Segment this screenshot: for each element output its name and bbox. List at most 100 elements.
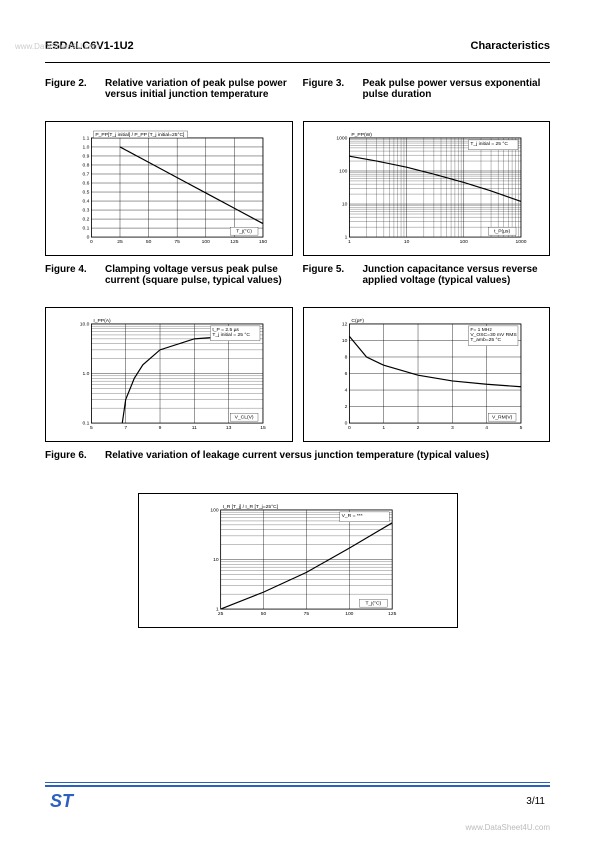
svg-text:100: 100 (210, 507, 218, 513)
svg-text:100: 100 (202, 239, 210, 245)
figure-4-num: Figure 4. (45, 264, 105, 302)
svg-text:10: 10 (213, 557, 219, 563)
svg-text:15: 15 (260, 425, 266, 431)
svg-text:2: 2 (344, 404, 347, 410)
figure-6-title: Relative variation of leakage current ve… (105, 450, 489, 488)
figure-3-title: Peak pulse power versus exponential puls… (363, 78, 551, 116)
svg-text:0: 0 (90, 239, 93, 245)
svg-text:0.8: 0.8 (83, 162, 90, 168)
svg-text:1: 1 (215, 607, 218, 613)
svg-text:1: 1 (344, 235, 347, 241)
svg-text:100: 100 (339, 168, 347, 174)
svg-text:T_j(°C): T_j(°C) (236, 229, 252, 235)
svg-text:12: 12 (341, 321, 347, 327)
svg-text:C(pF): C(pF) (351, 318, 364, 324)
svg-text:0.6: 0.6 (83, 180, 90, 186)
st-logo: ST (50, 791, 73, 812)
svg-text:V_R = ***: V_R = *** (341, 513, 362, 519)
figure-3-chart: 11010010001101001000P_PP(W)t_P(µs)T_j in… (303, 121, 551, 256)
svg-text:1: 1 (348, 239, 351, 245)
svg-text:13: 13 (226, 425, 232, 431)
svg-text:0.4: 0.4 (83, 199, 90, 205)
svg-text:1000: 1000 (515, 239, 526, 245)
svg-text:0.1: 0.1 (83, 226, 90, 232)
svg-text:0.7: 0.7 (83, 171, 90, 177)
figure-5-chart: 012345024681012C(pF)V_RM(V)F= 1 MHzV_OSC… (303, 307, 551, 442)
svg-text:1.1: 1.1 (83, 135, 90, 141)
figure-5-title: Junction capacitance versus reverse appl… (363, 264, 551, 302)
svg-text:10: 10 (341, 338, 347, 344)
figure-3-caption: Figure 3. Peak pulse power versus expone… (303, 78, 551, 116)
svg-text:1.0: 1.0 (83, 144, 90, 150)
svg-text:I_R [T_j] / I_R [T_j=25°C]: I_R [T_j] / I_R [T_j=25°C] (222, 504, 278, 510)
svg-text:0: 0 (87, 235, 90, 241)
svg-text:0.9: 0.9 (83, 153, 90, 159)
svg-text:125: 125 (230, 239, 238, 245)
svg-text:P_PP(W): P_PP(W) (351, 132, 372, 138)
figure-2-num: Figure 2. (45, 78, 105, 116)
figure-2: Figure 2. Relative variation of peak pul… (45, 78, 293, 256)
svg-text:100: 100 (345, 611, 353, 617)
svg-text:75: 75 (174, 239, 180, 245)
figure-6: 255075100125110100I_R [T_j] / I_R [T_j=2… (45, 493, 550, 628)
svg-text:75: 75 (303, 611, 309, 617)
svg-text:T_j(°C): T_j(°C) (365, 601, 381, 607)
figure-4-caption: Figure 4. Clamping voltage versus peak p… (45, 264, 293, 302)
svg-text:t_P(µs): t_P(µs) (494, 229, 510, 235)
figure-6-caption: Figure 6. Relative variation of leakage … (45, 450, 550, 488)
svg-text:0.3: 0.3 (83, 208, 90, 214)
svg-text:T_j initial = 25 °C: T_j initial = 25 °C (212, 332, 250, 338)
svg-text:0: 0 (348, 425, 351, 431)
svg-text:25: 25 (217, 611, 223, 617)
svg-text:4: 4 (485, 425, 488, 431)
svg-text:T_j initial = 25 °C: T_j initial = 25 °C (470, 141, 508, 147)
svg-text:9: 9 (159, 425, 162, 431)
figure-6-chart: 255075100125110100I_R [T_j] / I_R [T_j=2… (138, 493, 458, 628)
svg-text:5: 5 (90, 425, 93, 431)
svg-text:50: 50 (146, 239, 152, 245)
svg-text:6: 6 (344, 371, 347, 377)
svg-text:P_PP[T_j initial] / P_PP [T_j: P_PP[T_j initial] / P_PP [T_j initial=25… (95, 132, 185, 138)
figure-2-chart: 025507510012515000.10.20.30.40.50.60.70.… (45, 121, 293, 256)
figure-4: Figure 4. Clamping voltage versus peak p… (45, 264, 293, 442)
svg-text:5: 5 (519, 425, 522, 431)
figure-4-title: Clamping voltage versus peak pulse curre… (105, 264, 293, 302)
figure-5-num: Figure 5. (303, 264, 363, 302)
svg-text:0.5: 0.5 (83, 190, 90, 196)
page-header: ESDALC6V1-1U2 Characteristics (45, 40, 550, 52)
svg-text:T_amb=25 °C: T_amb=25 °C (470, 337, 501, 343)
figure-2-caption: Figure 2. Relative variation of peak pul… (45, 78, 293, 116)
header-right: Characteristics (471, 40, 551, 52)
footer-rule (45, 785, 550, 787)
figure-3-num: Figure 3. (303, 78, 363, 116)
svg-text:0.1: 0.1 (83, 421, 90, 427)
svg-text:10.0: 10.0 (80, 321, 90, 327)
svg-text:100: 100 (459, 239, 467, 245)
svg-text:I_PP(A): I_PP(A) (93, 318, 111, 324)
svg-text:4: 4 (344, 388, 347, 394)
svg-text:7: 7 (124, 425, 127, 431)
figure-5: Figure 5. Junction capacitance versus re… (303, 264, 551, 442)
svg-text:0.2: 0.2 (83, 217, 90, 223)
row-2: Figure 4. Clamping voltage versus peak p… (45, 264, 550, 442)
svg-text:2: 2 (416, 425, 419, 431)
svg-text:8: 8 (344, 354, 347, 360)
svg-text:V_RM(V): V_RM(V) (491, 415, 512, 421)
svg-text:0: 0 (344, 421, 347, 427)
figure-2-title: Relative variation of peak pulse power v… (105, 78, 293, 116)
svg-text:25: 25 (117, 239, 123, 245)
svg-text:50: 50 (260, 611, 266, 617)
svg-text:1000: 1000 (336, 135, 347, 141)
svg-text:11: 11 (192, 425, 197, 431)
svg-text:3: 3 (450, 425, 453, 431)
row-1: Figure 2. Relative variation of peak pul… (45, 78, 550, 256)
svg-text:V_CL(V): V_CL(V) (235, 415, 254, 421)
watermark-top: www.DataSheet4U.com (15, 42, 99, 51)
svg-text:1.0: 1.0 (83, 371, 90, 377)
figure-4-chart: 5791113150.11.010.0I_PP(A)V_CL(V)t_P = 2… (45, 307, 293, 442)
svg-text:10: 10 (341, 202, 347, 208)
svg-text:1: 1 (382, 425, 385, 431)
page-number: 3/11 (526, 796, 545, 807)
figure-6-num: Figure 6. (45, 450, 105, 488)
header-rule (45, 62, 550, 63)
